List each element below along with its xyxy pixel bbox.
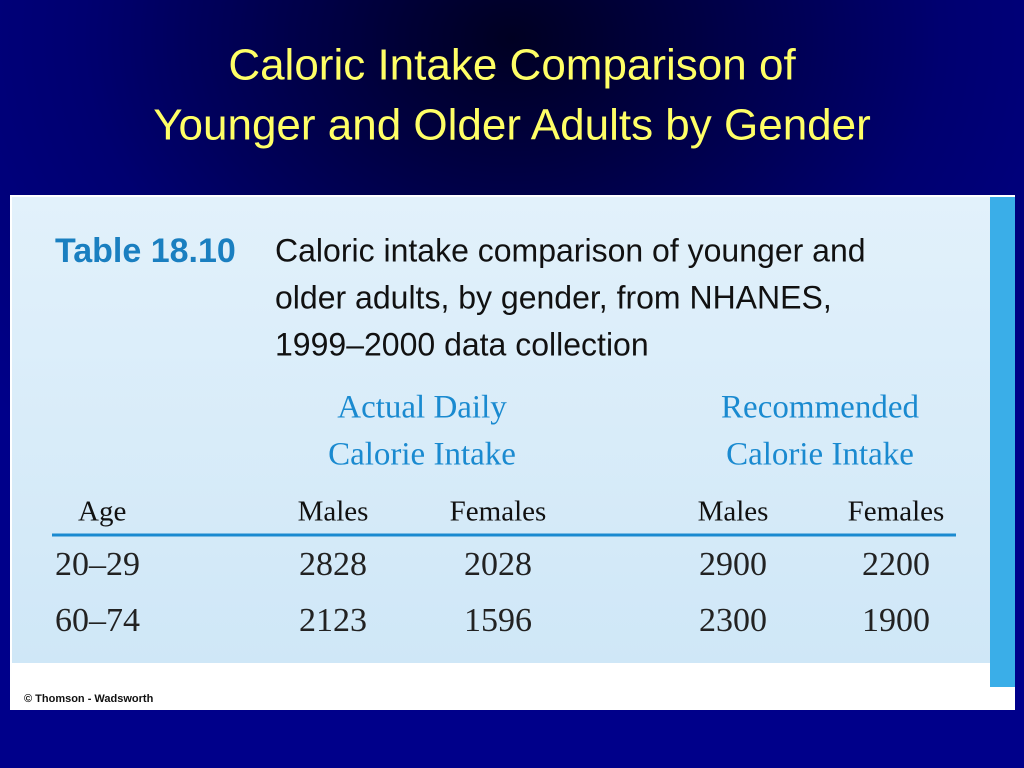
table-caption: Caloric intake comparison of younger and xyxy=(275,232,866,268)
panel-strip xyxy=(990,197,1015,687)
column-header: Females xyxy=(848,496,945,528)
group-header: Actual Daily xyxy=(337,390,507,426)
table-cell: 2900 xyxy=(699,546,767,583)
table-cell: 2028 xyxy=(464,546,532,583)
table-caption: older adults, by gender, from NHANES, xyxy=(275,279,832,315)
panel xyxy=(12,197,990,663)
column-header: Age xyxy=(78,496,126,528)
group-header: Calorie Intake xyxy=(726,437,914,473)
slide-title: Caloric Intake Comparison of xyxy=(228,41,796,90)
table-caption: 1999–2000 data collection xyxy=(275,326,649,362)
slide-title: Younger and Older Adults by Gender xyxy=(153,101,871,150)
column-header: Males xyxy=(298,496,369,528)
table-cell: 2123 xyxy=(299,602,367,639)
table-cell: 2300 xyxy=(699,602,767,639)
table-cell: 2200 xyxy=(862,546,930,583)
table-cell: 2828 xyxy=(299,546,367,583)
group-header: Calorie Intake xyxy=(328,437,516,473)
table-cell: 60–74 xyxy=(55,602,140,639)
column-header: Females xyxy=(450,496,547,528)
column-header: Males xyxy=(698,496,769,528)
group-header: Recommended xyxy=(721,390,919,426)
table-label: Table 18.10 xyxy=(55,232,236,270)
table-cell: 1596 xyxy=(464,602,532,639)
table-cell: 1900 xyxy=(862,602,930,639)
table-cell: 20–29 xyxy=(55,546,140,583)
credit: © Thomson - Wadsworth xyxy=(24,693,154,705)
